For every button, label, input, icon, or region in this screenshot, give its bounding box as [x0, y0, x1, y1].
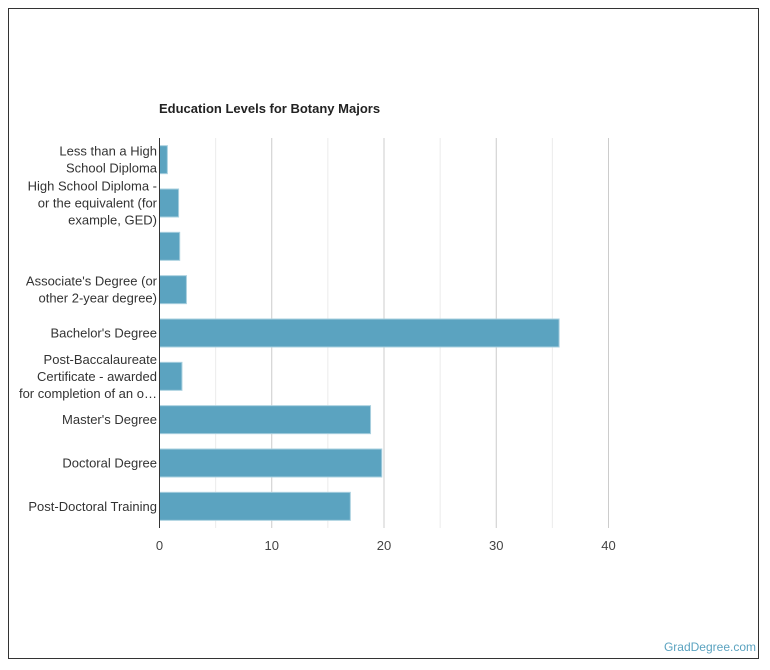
x-tick-label: 0 [156, 538, 163, 553]
category-label: High School Diploma - [28, 179, 157, 194]
x-tick-label: 40 [601, 538, 615, 553]
category-label: Post-Baccalaureate [44, 352, 157, 367]
bar [159, 361, 183, 391]
category-label: Certificate - awarded [37, 369, 157, 384]
category-label: other 2-year degree) [38, 291, 157, 306]
chart-frame [8, 8, 759, 659]
category-label: School Diploma [66, 161, 158, 176]
bar [159, 275, 187, 305]
bar [159, 145, 168, 175]
bar [159, 318, 560, 348]
x-tick-label: 20 [377, 538, 391, 553]
chart-title: Education Levels for Botany Majors [159, 101, 381, 116]
category-label: example, GED) [68, 213, 157, 228]
x-tick-label: 10 [265, 538, 279, 553]
category-label: Less than a High [59, 144, 157, 159]
category-label: for completion of an o… [19, 386, 157, 401]
bar [159, 491, 351, 521]
category-label: Associate's Degree (or [26, 274, 158, 289]
category-label: Doctoral Degree [62, 456, 157, 471]
graddegree-link[interactable]: GradDegree.com [663, 640, 756, 654]
x-tick-label: 30 [489, 538, 503, 553]
bar [159, 405, 372, 435]
bar [159, 448, 383, 478]
bar [159, 188, 180, 218]
category-label: Master's Degree [62, 412, 157, 427]
category-label: or the equivalent (for [38, 196, 158, 211]
category-label: Bachelor's Degree [50, 326, 157, 341]
bar [159, 231, 181, 261]
category-label: Post-Doctoral Training [28, 499, 157, 514]
